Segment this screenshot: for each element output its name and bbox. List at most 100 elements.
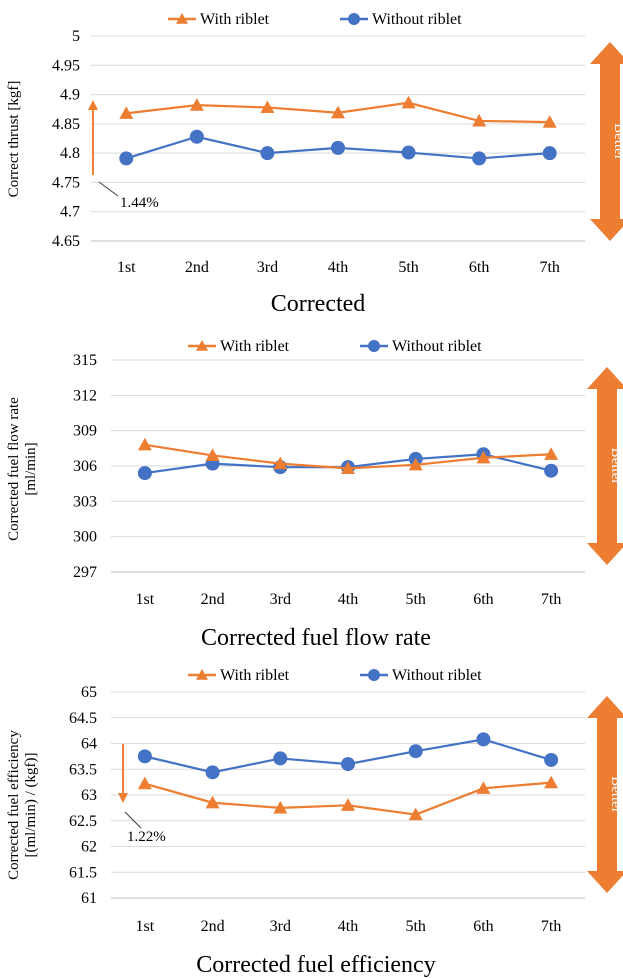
y-axis-label: Corrected fuel flow rate[ml/min] bbox=[6, 397, 39, 541]
data-point-with-riblet bbox=[542, 115, 557, 128]
y-tick-label: 309 bbox=[73, 423, 97, 440]
chart-panel-1: With riblet Without riblet 5 4.95 4.9 4.85 4.8… bbox=[6, 11, 623, 317]
y-tick-label: 65 bbox=[81, 684, 97, 701]
data-point-with-riblet bbox=[472, 113, 487, 127]
data-point-with-riblet bbox=[137, 776, 152, 790]
y-axis-label-line: Corrected fuel flow rate bbox=[6, 397, 22, 541]
y-tick-label: 297 bbox=[73, 564, 97, 581]
data-point-without-riblet bbox=[189, 129, 204, 144]
x-tick-label: 4th bbox=[338, 918, 358, 935]
data-point-with-riblet bbox=[544, 447, 559, 460]
data-point-with-riblet bbox=[408, 807, 423, 821]
annotation-percent: 1.22% bbox=[127, 829, 166, 845]
y-tick-label: 63.5 bbox=[69, 761, 97, 778]
chart-caption: Corrected fuel flow rate bbox=[201, 625, 431, 651]
x-tick-label: 1st bbox=[117, 259, 136, 276]
y-tick-label: 64.5 bbox=[69, 710, 97, 727]
y-tick-label: 4.85 bbox=[52, 116, 80, 133]
change-arrow-head bbox=[118, 793, 128, 803]
data-point-without-riblet bbox=[408, 744, 423, 759]
x-tick-label: 3rd bbox=[270, 918, 291, 935]
x-tick-label: 4th bbox=[328, 259, 348, 276]
annotation-leader bbox=[124, 811, 142, 829]
legend-marker-triangle bbox=[176, 13, 188, 24]
x-tick-label: 2nd bbox=[201, 591, 225, 608]
y-tick-label: 62.5 bbox=[69, 813, 97, 830]
data-point-with-riblet bbox=[341, 461, 355, 474]
y-tick-label: 4.95 bbox=[52, 57, 80, 74]
better-arrow bbox=[590, 42, 623, 241]
y-tick-label: 4.75 bbox=[52, 174, 80, 191]
x-tick-label: 3rd bbox=[257, 259, 278, 276]
y-tick-label: 312 bbox=[73, 387, 97, 404]
data-point-with-riblet bbox=[273, 800, 288, 814]
y-axis-label: Correct thrust [kgf] bbox=[6, 81, 22, 198]
better-label: Better bbox=[608, 776, 623, 813]
data-point-without-riblet bbox=[476, 732, 491, 747]
legend-marker-triangle bbox=[196, 669, 208, 680]
data-point-with-riblet bbox=[260, 100, 275, 114]
x-tick-label: 4th bbox=[338, 591, 358, 608]
x-tick-label: 5th bbox=[398, 259, 418, 276]
data-point-without-riblet bbox=[205, 765, 220, 780]
x-tick-label: 7th bbox=[541, 918, 561, 935]
y-tick-label: 315 bbox=[73, 352, 97, 369]
data-point-with-riblet bbox=[331, 105, 345, 119]
data-point-with-riblet bbox=[476, 450, 491, 464]
chart-panel-2: With riblet Without riblet 315 312 309 306 303… bbox=[6, 338, 623, 651]
y-tick-label: 4.8 bbox=[60, 145, 80, 162]
data-point-without-riblet bbox=[331, 140, 345, 155]
legend-label-2: Without riblet bbox=[372, 11, 462, 28]
y-tick-label: 4.65 bbox=[52, 233, 80, 250]
y-tick-label: 5 bbox=[72, 28, 80, 45]
legend-marker-circle bbox=[368, 669, 380, 681]
data-point-with-riblet bbox=[205, 448, 220, 461]
x-tick-label: 1st bbox=[136, 591, 155, 608]
data-point-with-riblet bbox=[408, 457, 423, 471]
data-point-with-riblet bbox=[137, 437, 152, 451]
legend-marker-circle bbox=[348, 13, 360, 25]
chart-caption: Corrected fuel efficiency bbox=[196, 952, 435, 978]
legend-label-1: With riblet bbox=[220, 338, 290, 355]
y-axis-label-line: [ml/min] bbox=[23, 442, 39, 495]
y-tick-label: 306 bbox=[73, 458, 97, 475]
y-tick-label: 61 bbox=[81, 890, 97, 907]
x-tick-label: 6th bbox=[469, 259, 489, 276]
legend-marker-circle bbox=[368, 340, 380, 352]
data-point-without-riblet bbox=[273, 751, 288, 766]
y-tick-label: 4.9 bbox=[60, 87, 80, 104]
data-point-with-riblet bbox=[273, 456, 288, 470]
legend-label-1: With riblet bbox=[220, 667, 290, 684]
y-tick-label: 300 bbox=[73, 529, 97, 546]
data-point-with-riblet bbox=[205, 795, 220, 809]
data-point-without-riblet bbox=[137, 466, 152, 481]
data-point-with-riblet bbox=[476, 781, 491, 794]
y-axis-label-line: Corrected fuel efficiency bbox=[6, 730, 22, 880]
data-point-with-riblet bbox=[544, 775, 559, 789]
x-tick-label: 2nd bbox=[185, 259, 209, 276]
data-point-with-riblet bbox=[119, 106, 134, 119]
x-tick-label: 2nd bbox=[201, 918, 225, 935]
legend-label-1: With riblet bbox=[200, 11, 270, 28]
y-tick-label: 62 bbox=[81, 839, 97, 856]
data-point-without-riblet bbox=[137, 749, 152, 764]
change-arrow-head bbox=[88, 100, 98, 110]
data-point-without-riblet bbox=[341, 757, 355, 772]
annotation-leader bbox=[98, 181, 119, 197]
better-label: Better bbox=[611, 123, 623, 160]
data-point-without-riblet bbox=[544, 752, 559, 767]
x-tick-label: 6th bbox=[473, 591, 493, 608]
y-tick-label: 63 bbox=[81, 787, 97, 804]
chart-caption: Corrected bbox=[271, 291, 366, 317]
data-point-without-riblet bbox=[260, 146, 275, 161]
x-tick-label: 3rd bbox=[270, 591, 291, 608]
legend-label-2: Without riblet bbox=[392, 667, 482, 684]
x-tick-label: 1st bbox=[136, 918, 155, 935]
data-point-without-riblet bbox=[401, 145, 416, 160]
x-tick-label: 5th bbox=[405, 918, 425, 935]
annotation-percent: 1.44% bbox=[120, 195, 159, 211]
data-point-with-riblet bbox=[341, 798, 355, 811]
y-tick-label: 64 bbox=[81, 736, 97, 753]
better-arrow bbox=[587, 696, 623, 893]
